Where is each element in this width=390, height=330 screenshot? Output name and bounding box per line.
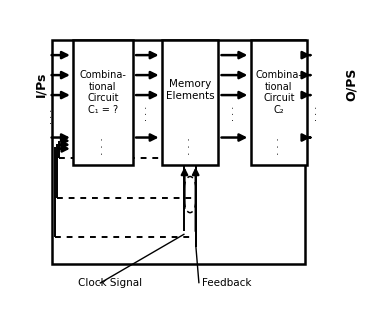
Text: · · ·: · · · [47, 109, 57, 124]
Bar [162, 40, 218, 165]
Text: Memory
Elements: Memory Elements [166, 79, 215, 101]
Text: Feedback: Feedback [202, 278, 252, 288]
Text: · · ·: · · · [185, 137, 195, 155]
Text: · · ·: · · · [312, 105, 322, 121]
Text: O/PS: O/PS [345, 67, 358, 101]
Text: Combina-
tional
Circuit
C₁ = ?: Combina- tional Circuit C₁ = ? [80, 70, 126, 115]
Text: Combina-
tional
Circuit
C₂: Combina- tional Circuit C₂ [255, 70, 302, 115]
Bar [251, 40, 307, 165]
Bar [52, 40, 305, 264]
Text: Clock Signal: Clock Signal [78, 278, 142, 288]
Text: · · ·: · · · [142, 105, 152, 121]
Text: I/Ps: I/Ps [34, 71, 47, 96]
Bar [73, 40, 133, 165]
Text: · · ·: · · · [229, 105, 239, 121]
Text: · · ·: · · · [274, 137, 284, 155]
Text: · · ·: · · · [98, 137, 108, 155]
